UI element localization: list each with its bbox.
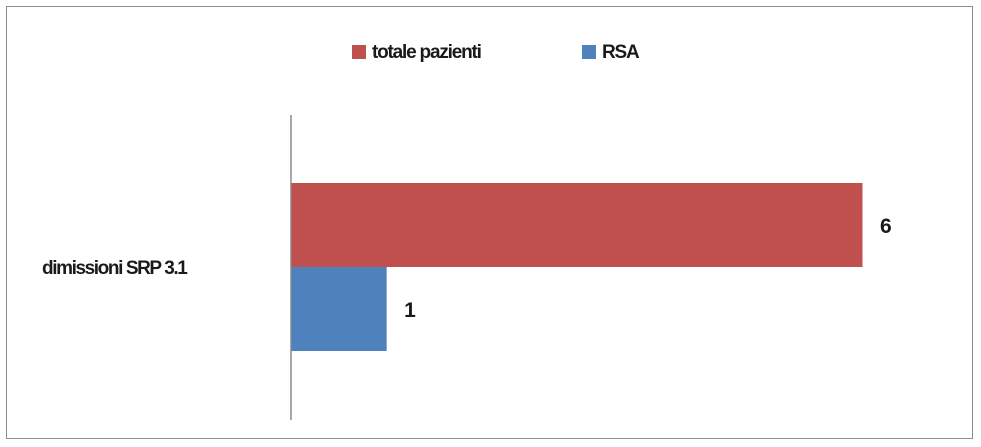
data-label-rsa: 1 bbox=[404, 299, 416, 322]
legend-swatch-totale-pazienti bbox=[352, 45, 366, 59]
bars-group bbox=[291, 183, 863, 351]
legend-label-rsa: RSA bbox=[602, 42, 640, 63]
legend-swatch-rsa bbox=[582, 45, 596, 59]
category-labels-group: dimissioni SRP 3.1 bbox=[42, 258, 190, 279]
bar-rsa bbox=[291, 267, 387, 351]
legend: totale pazienti RSA bbox=[352, 42, 641, 63]
bar-totale-pazienti bbox=[291, 183, 863, 267]
data-labels-group: 61 bbox=[404, 215, 892, 322]
data-label-totale-pazienti: 6 bbox=[880, 215, 892, 238]
legend-label-totale-pazienti: totale pazienti bbox=[372, 42, 481, 63]
category-label: dimissioni SRP 3.1 bbox=[42, 258, 188, 279]
